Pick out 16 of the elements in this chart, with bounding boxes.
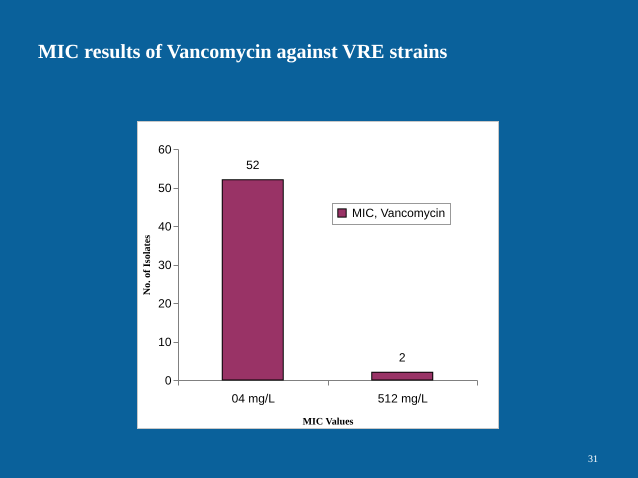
x-tick-label: 512 mg/L (378, 392, 428, 406)
y-tick-label: 0 (164, 374, 172, 388)
y-axis-title: No. of Isolates (142, 234, 154, 296)
x-axis-title: MIC Values (302, 416, 354, 428)
legend-label: MIC, Vancomycin (352, 206, 446, 220)
y-tick-label: 30 (158, 258, 172, 272)
text: 31 (588, 454, 598, 465)
x-tick-label: 04 mg/L (232, 392, 276, 406)
y-tick-label: 20 (158, 296, 172, 310)
y-tick-label: 40 (158, 220, 172, 234)
y-tick-label: 10 (158, 335, 172, 349)
chart-title: MIC results of Vancomycin against VRE strains (38, 41, 448, 63)
data-label: 2 (398, 350, 406, 364)
y-tick-label: 50 (158, 181, 172, 195)
data-label: 52 (246, 158, 260, 172)
y-tick-label: 60 (158, 142, 172, 156)
